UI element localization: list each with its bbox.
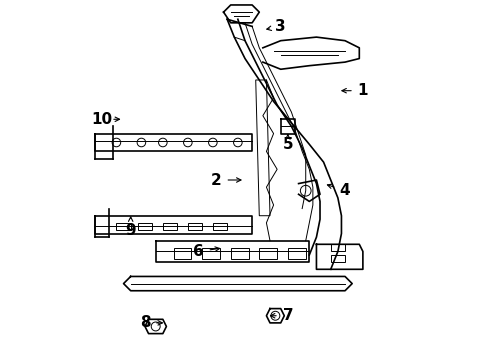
Text: 7: 7: [283, 308, 293, 323]
Bar: [163, 223, 177, 230]
Bar: [231, 248, 248, 258]
Bar: [188, 223, 202, 230]
Text: 10: 10: [92, 112, 113, 127]
Text: 9: 9: [125, 222, 136, 238]
Text: 4: 4: [340, 183, 350, 198]
Text: 6: 6: [193, 244, 204, 259]
Bar: [331, 244, 345, 251]
Bar: [173, 248, 192, 258]
Text: 8: 8: [140, 315, 150, 330]
Text: 5: 5: [283, 137, 293, 152]
Text: 3: 3: [275, 19, 286, 34]
Bar: [213, 223, 227, 230]
Text: 1: 1: [358, 83, 368, 98]
Bar: [259, 248, 277, 258]
Bar: [331, 255, 345, 262]
Bar: [117, 223, 131, 230]
Text: 2: 2: [211, 172, 222, 188]
Bar: [288, 248, 306, 258]
Bar: [202, 248, 220, 258]
Bar: [138, 223, 152, 230]
